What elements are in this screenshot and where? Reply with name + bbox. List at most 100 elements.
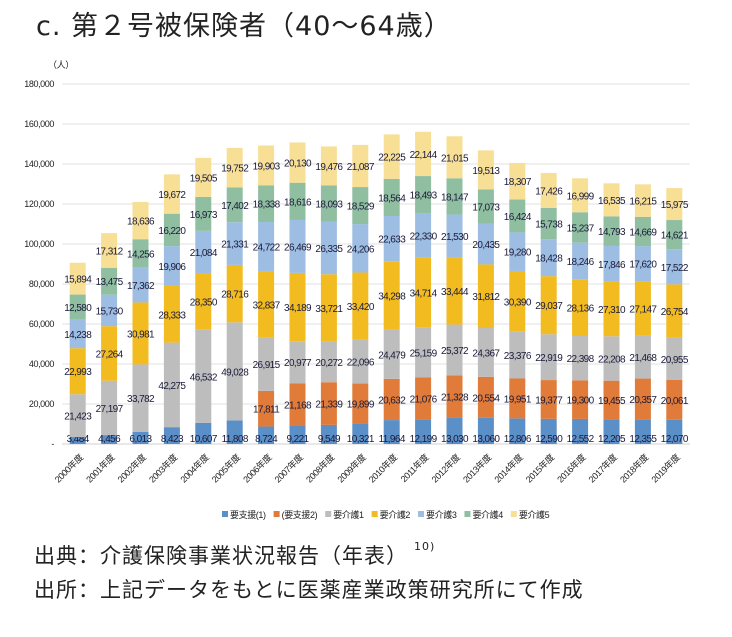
data-label: 15,975 [661, 200, 689, 211]
bar-segment [572, 212, 589, 243]
data-label: 31,812 [472, 292, 500, 303]
bar-segment [477, 264, 494, 329]
data-label: 25,159 [410, 348, 438, 359]
legend-swatch [371, 511, 378, 517]
data-label: 24,367 [472, 348, 500, 359]
data-label: 21,087 [347, 162, 375, 173]
bar-segment [666, 337, 683, 380]
bar-segment [132, 239, 149, 268]
data-label: 42,275 [158, 381, 186, 392]
data-label: 13,060 [472, 434, 500, 445]
x-tick-label: 2011年度 [398, 451, 431, 484]
data-label: 18,307 [504, 177, 532, 188]
data-label: 24,206 [347, 244, 375, 255]
data-label: 19,476 [315, 162, 343, 173]
legend-label: 要介護4 [472, 509, 503, 520]
data-label: 14,256 [127, 249, 155, 260]
bar-segment [540, 276, 557, 335]
data-label: 21,468 [629, 353, 657, 364]
chart-title: c. 第２号被保険者（40〜64歳） [36, 11, 452, 42]
bar-segment [352, 383, 369, 424]
bar-segment [666, 188, 683, 221]
bar-segment [352, 272, 369, 340]
bar-segment [69, 437, 86, 444]
bar-segment [477, 417, 494, 444]
bar-segment [603, 336, 620, 381]
bar-segment [415, 213, 432, 258]
data-label: 19,377 [535, 395, 563, 406]
y-tick-label: 20,000 [29, 399, 55, 409]
data-label: 21,328 [441, 393, 469, 404]
bar-segment [572, 380, 589, 419]
bar-segment [258, 221, 275, 272]
data-label: 20,632 [378, 395, 406, 406]
bar-segment [69, 394, 86, 438]
data-label: 18,493 [410, 191, 438, 202]
bar-segment [101, 326, 118, 381]
bar-segment [195, 329, 212, 423]
legend-label: 要介護1 [333, 509, 364, 520]
data-label: 21,339 [315, 400, 343, 411]
legend-label: 要介護3 [426, 509, 457, 520]
bar-segment [509, 418, 526, 444]
bar-segment [163, 285, 180, 343]
data-label: 33,444 [441, 287, 469, 298]
bar-segment [320, 146, 337, 186]
x-tick-label: 2000年度 [52, 451, 85, 484]
bar-segment [477, 189, 494, 224]
bar-segment [603, 281, 620, 337]
data-label: 12,205 [598, 434, 626, 445]
data-label: 20,977 [284, 358, 312, 369]
x-tick-label: 2009年度 [335, 451, 368, 484]
data-label: 19,513 [472, 166, 500, 177]
bar-segment [540, 334, 557, 381]
bar-segment [509, 331, 526, 379]
bar-segment [258, 337, 275, 391]
bar-segment [226, 322, 243, 421]
data-label: 16,215 [629, 197, 657, 208]
data-label: 17,073 [472, 202, 500, 213]
bar-segment [634, 184, 651, 217]
y-tick-label: 160,000 [24, 119, 54, 129]
data-label: 20,272 [315, 358, 343, 369]
bar-segment [226, 187, 243, 223]
data-label: 12,199 [410, 434, 438, 445]
legend-swatch [510, 511, 517, 517]
bar-segment [101, 380, 118, 436]
x-tick-label: 2007年度 [272, 451, 305, 484]
bar-segment [572, 279, 589, 336]
data-label: 18,529 [347, 202, 375, 213]
data-label: 19,903 [253, 161, 281, 172]
bar-segment [415, 327, 432, 378]
data-label: 33,721 [315, 304, 343, 315]
data-label: 15,894 [64, 275, 92, 286]
data-label: 34,714 [410, 288, 438, 299]
data-label: 30,390 [504, 297, 532, 308]
legend-swatch [273, 511, 280, 517]
data-label: 16,999 [567, 191, 595, 202]
bar-segment [163, 174, 180, 214]
data-label: 16,220 [158, 226, 186, 237]
bar-segment [289, 341, 306, 384]
bar-segment [352, 187, 369, 225]
data-label: 20,061 [661, 396, 689, 407]
data-label: 12,590 [535, 434, 563, 445]
data-label: 27,147 [629, 304, 657, 315]
bar-segment [572, 242, 589, 280]
source-ref: 10) [414, 540, 436, 553]
data-label: 20,357 [629, 395, 657, 406]
bar-segment [603, 380, 620, 420]
data-label: 26,754 [661, 307, 689, 318]
bar-segment [634, 246, 651, 282]
bar-segment [634, 419, 651, 444]
bar-segment [352, 423, 369, 444]
data-label: 34,298 [378, 292, 406, 303]
data-label: 12,806 [504, 434, 532, 445]
bar-segment [352, 224, 369, 273]
data-label: 17,426 [535, 186, 563, 197]
data-label: 17,620 [629, 260, 657, 271]
data-label: 15,237 [567, 223, 595, 234]
bar-segment [540, 380, 557, 419]
y-tick-label: 40,000 [29, 359, 55, 369]
x-tick-label: 2005年度 [209, 451, 242, 484]
